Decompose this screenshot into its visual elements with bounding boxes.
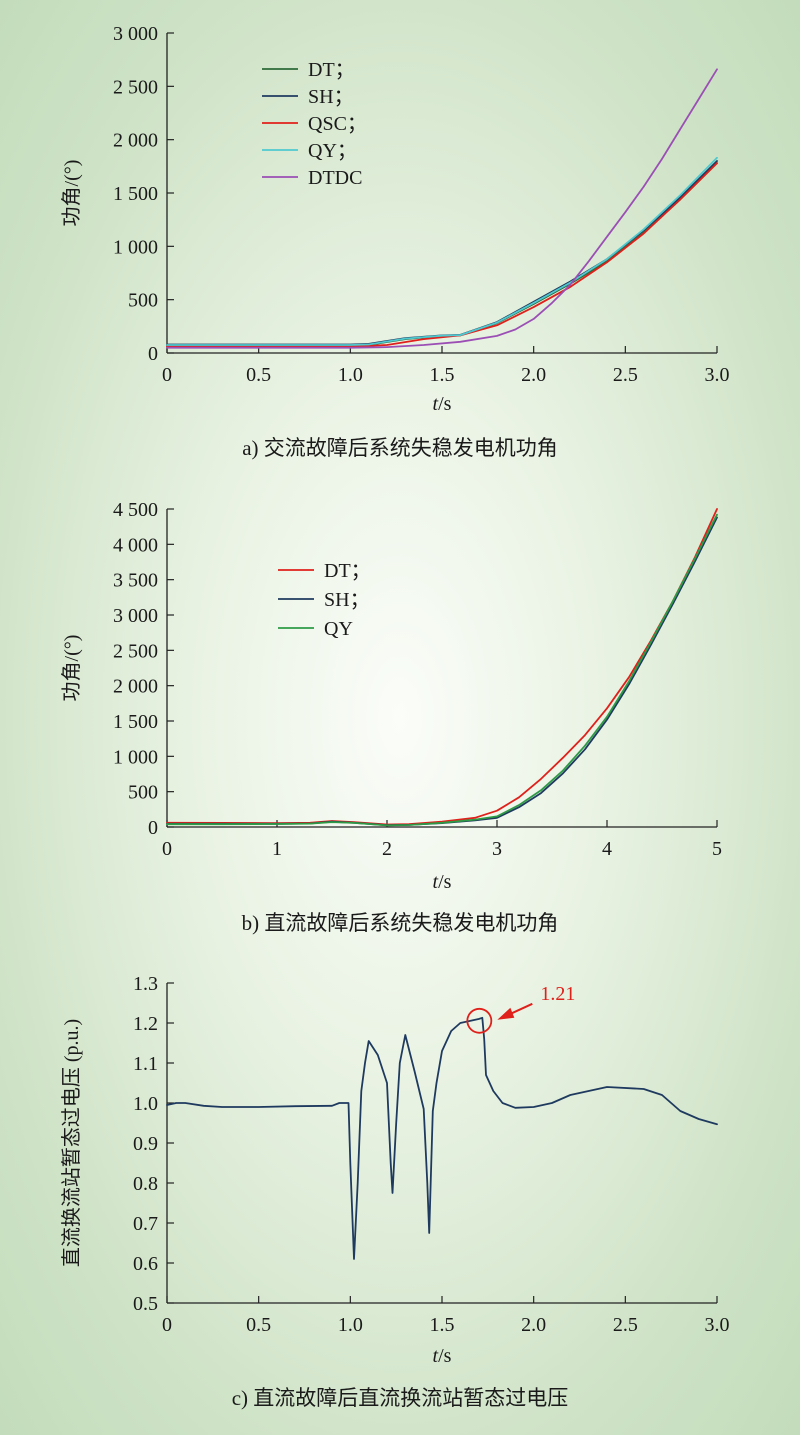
x-tick-label: 0.5 — [246, 1314, 271, 1336]
x-tick-label: 1 — [272, 838, 282, 860]
peak-arrow-head — [497, 1007, 515, 1020]
series-line-5 — [166, 68, 718, 349]
y-tick-label: 1 500 — [113, 711, 158, 733]
series-line-3 — [166, 162, 718, 348]
y-tick-label: 2 500 — [113, 640, 158, 662]
y-axis-title: 功角/(°) — [60, 635, 83, 702]
y-tick-label: 0 — [148, 343, 158, 365]
x-tick-label: 2.5 — [613, 1314, 638, 1336]
chart-panel-2: 0 1 2 3 4 5 0 500 1 000 1 500 2 000 2 500 3 000 3 500… — [60, 499, 722, 935]
y-tick-label: 2 000 — [113, 130, 158, 152]
peak-annotation-label: 1.21 — [540, 983, 575, 1005]
series-line-2 — [166, 160, 718, 346]
y-tick-label: 1 000 — [113, 236, 158, 258]
x-axis-title: t/s — [433, 393, 452, 415]
y-tick-label: 1.2 — [133, 1013, 158, 1035]
series-line-1 — [166, 508, 718, 826]
x-axis-unit: /s — [438, 393, 452, 415]
legend-entry-5: DTDC — [308, 167, 362, 189]
y-tick-label: 1 500 — [113, 183, 158, 205]
y-tick-label: 1 000 — [113, 746, 158, 768]
x-tick-label: 5 — [712, 838, 722, 860]
legend-entry-3: QY — [324, 618, 353, 640]
x-tick-label: 2.0 — [521, 364, 546, 386]
series-line-1 — [166, 162, 718, 347]
y-tick-label: 1.0 — [133, 1093, 158, 1115]
legend-entry-2: SH； — [308, 86, 354, 108]
chart-caption: c) 直流故障后直流换流站暂态过电压 — [232, 1386, 569, 1410]
y-tick-label: 3 000 — [113, 605, 158, 627]
y-tick-label: 0 — [148, 817, 158, 839]
chart-panel-1: 0 0.5 1.0 1.5 2.0 2.5 3.0 0 500 1 000 1 500 2 000 2 … — [60, 23, 730, 460]
x-tick-label: 1.5 — [430, 1314, 455, 1336]
x-axis-var: t — [433, 1345, 439, 1367]
y-tick-label: 0.7 — [133, 1213, 158, 1235]
x-tick-label: 0 — [162, 364, 172, 386]
chart-panel-3: 0 0.5 1.0 1.5 2.0 2.5 3.00.50.60.70.80.91.01.1… — [60, 973, 730, 1410]
x-tick-label: 3.0 — [705, 364, 730, 386]
series-line-3 — [166, 513, 718, 827]
x-tick-label: 3.0 — [705, 1314, 730, 1336]
y-tick-label: 4 000 — [113, 534, 158, 556]
y-axis-title: 直流换流站暂态过电压 (p.u.) — [60, 1019, 83, 1267]
y-tick-label: 0.6 — [133, 1253, 158, 1275]
x-tick-label: 3 — [492, 838, 502, 860]
y-tick-label: 4 500 — [113, 499, 158, 521]
x-tick-label: 2.5 — [613, 364, 638, 386]
y-axis-title: 功角/(°) — [60, 160, 83, 227]
x-axis-title: t/s — [433, 871, 452, 893]
x-tick-label: 1.0 — [338, 364, 363, 386]
x-tick-label: 0 — [162, 838, 172, 860]
legend-entry-1: DT； — [324, 560, 371, 582]
y-tick-label: 1.3 — [133, 973, 158, 995]
x-axis-unit: /s — [438, 871, 452, 893]
y-tick-label: 3 500 — [113, 570, 158, 592]
x-tick-label: 1.5 — [430, 364, 455, 386]
x-tick-label: 2.0 — [521, 1314, 546, 1336]
y-tick-label: 3 000 — [113, 23, 158, 45]
x-tick-label: 0.5 — [246, 364, 271, 386]
y-tick-label: 0.5 — [133, 1293, 158, 1315]
series-line-1 — [166, 1016, 718, 1260]
chart-caption: b) 直流故障后系统失稳发电机功角 — [242, 911, 559, 935]
x-axis-title: t/s — [433, 1345, 452, 1367]
legend-entry-3: QSC； — [308, 113, 367, 135]
y-tick-label: 500 — [128, 290, 158, 312]
y-tick-label: 500 — [128, 782, 158, 804]
y-tick-label: 2 500 — [113, 76, 158, 98]
y-tick-label: 0.8 — [133, 1173, 158, 1195]
series-line-4 — [166, 156, 718, 346]
chart-caption: a) 交流故障后系统失稳发电机功角 — [242, 436, 558, 460]
x-tick-label: 2 — [382, 838, 392, 860]
legend-entry-4: QY； — [308, 140, 357, 162]
x-tick-label: 1.0 — [338, 1314, 363, 1336]
x-tick-label: 0 — [162, 1314, 172, 1336]
legend-entry-1: DT； — [308, 59, 355, 81]
y-tick-label: 2 000 — [113, 676, 158, 698]
peak-marker-circle — [466, 1007, 493, 1034]
y-tick-label: 1.1 — [133, 1053, 158, 1075]
x-axis-var: t — [433, 393, 439, 415]
x-tick-label: 4 — [602, 838, 612, 860]
x-axis-var: t — [433, 871, 439, 893]
legend-entry-2: SH； — [324, 589, 370, 611]
x-axis-unit: /s — [438, 1345, 452, 1367]
y-tick-label: 0.9 — [133, 1133, 158, 1155]
